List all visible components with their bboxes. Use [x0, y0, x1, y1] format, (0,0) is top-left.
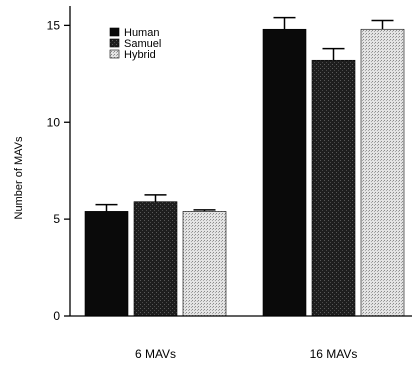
y-tick-label: 5 — [53, 212, 60, 226]
bar-hybrid-1 — [182, 211, 227, 317]
bar-human-2 — [262, 28, 307, 317]
y-tick-label: 0 — [53, 309, 60, 323]
bar-human-1 — [84, 211, 129, 317]
legend-label-human: Human — [124, 27, 159, 39]
y-tick-label: 15 — [47, 18, 61, 32]
y-tick-label: 10 — [47, 115, 61, 129]
bar-samuel-1 — [133, 201, 178, 317]
y-axis-label: Number of MAVs — [13, 136, 25, 219]
legend-swatch-samuel — [109, 38, 120, 48]
bar-hybrid-2 — [360, 28, 405, 317]
legend-swatch-hybrid — [109, 49, 120, 59]
legend-label-samuel: Samuel — [124, 38, 161, 50]
plot-area: 6 MAVs 16 MAVs 0 5 10 15 — [47, 6, 412, 361]
x-tick-label: 6 MAVs — [135, 347, 176, 361]
x-tick-label: 16 MAVs — [310, 347, 358, 361]
legend-swatch-human — [109, 27, 120, 37]
legend-label-hybrid: Hybrid — [124, 49, 156, 61]
bar-samuel-2 — [311, 59, 356, 317]
